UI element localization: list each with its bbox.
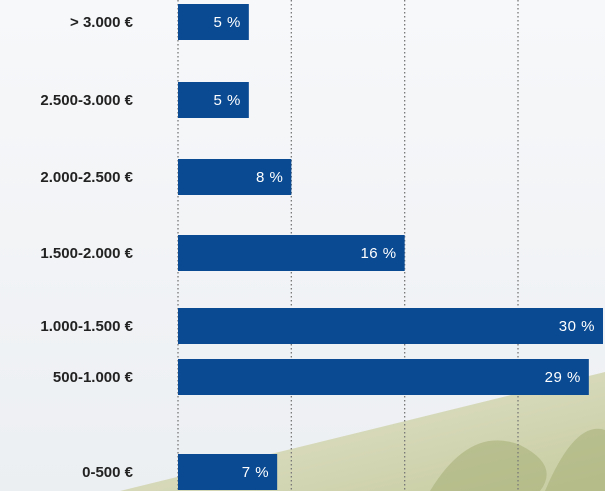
value-label: 16 % xyxy=(360,245,396,262)
bar xyxy=(178,359,589,395)
value-label: 5 % xyxy=(213,14,240,31)
bar xyxy=(178,308,603,344)
value-label: 29 % xyxy=(545,369,581,386)
category-label: 1.500-2.000 € xyxy=(40,245,133,262)
category-label: 2.000-2.500 € xyxy=(40,169,133,186)
category-label: > 3.000 € xyxy=(70,14,134,31)
category-label: 0-500 € xyxy=(82,464,134,481)
value-label: 7 % xyxy=(242,464,269,481)
category-label: 2.500-3.000 € xyxy=(40,92,133,109)
value-label: 30 % xyxy=(559,318,595,335)
category-label: 500-1.000 € xyxy=(53,369,134,386)
page: > 3.000 € 5 % 2.500-3.000 € 5 % 2.000-2.500 … xyxy=(0,0,605,491)
category-label: 1.000-1.500 € xyxy=(40,318,133,335)
value-label: 8 % xyxy=(256,169,283,186)
value-label: 5 % xyxy=(213,92,240,109)
chart: > 3.000 € 5 % 2.500-3.000 € 5 % 2.000-2.500 … xyxy=(0,0,605,491)
